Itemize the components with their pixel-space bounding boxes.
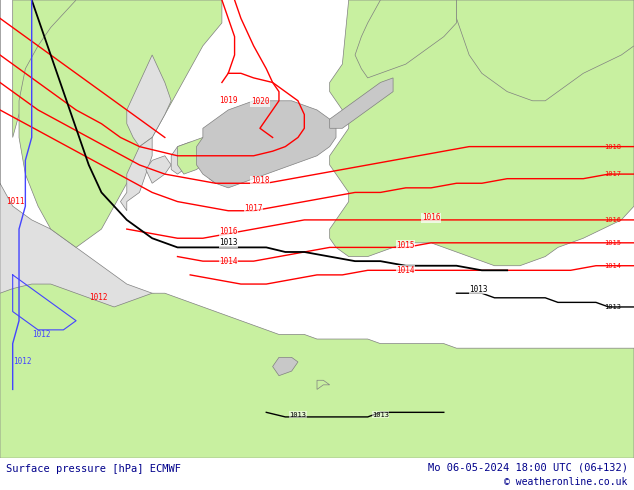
Polygon shape: [146, 156, 171, 183]
Text: 1013: 1013: [219, 238, 238, 247]
Polygon shape: [171, 142, 197, 174]
Polygon shape: [0, 284, 634, 458]
Text: 1017: 1017: [604, 171, 621, 177]
Text: 1019: 1019: [219, 97, 238, 105]
Text: 1015: 1015: [396, 241, 415, 249]
Text: 1012: 1012: [13, 357, 31, 367]
Text: 1018: 1018: [604, 144, 621, 149]
Polygon shape: [178, 138, 216, 174]
Text: 1016: 1016: [604, 217, 621, 223]
Text: 1014: 1014: [219, 257, 238, 266]
Polygon shape: [197, 101, 336, 188]
Text: 1016: 1016: [422, 213, 441, 222]
Polygon shape: [19, 0, 222, 247]
Text: 1014: 1014: [396, 266, 415, 275]
Polygon shape: [13, 0, 76, 138]
Polygon shape: [0, 0, 203, 435]
Polygon shape: [330, 78, 393, 128]
Text: 1020: 1020: [250, 97, 269, 106]
Text: 1017: 1017: [244, 204, 263, 213]
Polygon shape: [120, 138, 152, 211]
Text: 1012: 1012: [89, 294, 107, 302]
Polygon shape: [317, 380, 330, 390]
Text: 1013: 1013: [469, 285, 488, 294]
Text: 1011: 1011: [6, 197, 25, 206]
Text: 1014: 1014: [604, 263, 621, 269]
Text: Mo 06-05-2024 18:00 UTC (06+132): Mo 06-05-2024 18:00 UTC (06+132): [428, 462, 628, 472]
Polygon shape: [456, 0, 634, 101]
Text: 1015: 1015: [604, 240, 621, 246]
Polygon shape: [330, 0, 634, 266]
Polygon shape: [209, 170, 228, 183]
Text: 1013: 1013: [290, 412, 306, 417]
Polygon shape: [127, 55, 171, 147]
Polygon shape: [273, 357, 298, 376]
Text: © weatheronline.co.uk: © weatheronline.co.uk: [504, 477, 628, 487]
Polygon shape: [355, 0, 456, 78]
Text: 1018: 1018: [250, 176, 269, 186]
Text: 1012: 1012: [32, 330, 50, 339]
Text: Surface pressure [hPa] ECMWF: Surface pressure [hPa] ECMWF: [6, 465, 181, 474]
Text: 1013: 1013: [372, 412, 389, 417]
Text: 1016: 1016: [219, 227, 238, 236]
Text: 1013: 1013: [604, 304, 621, 310]
